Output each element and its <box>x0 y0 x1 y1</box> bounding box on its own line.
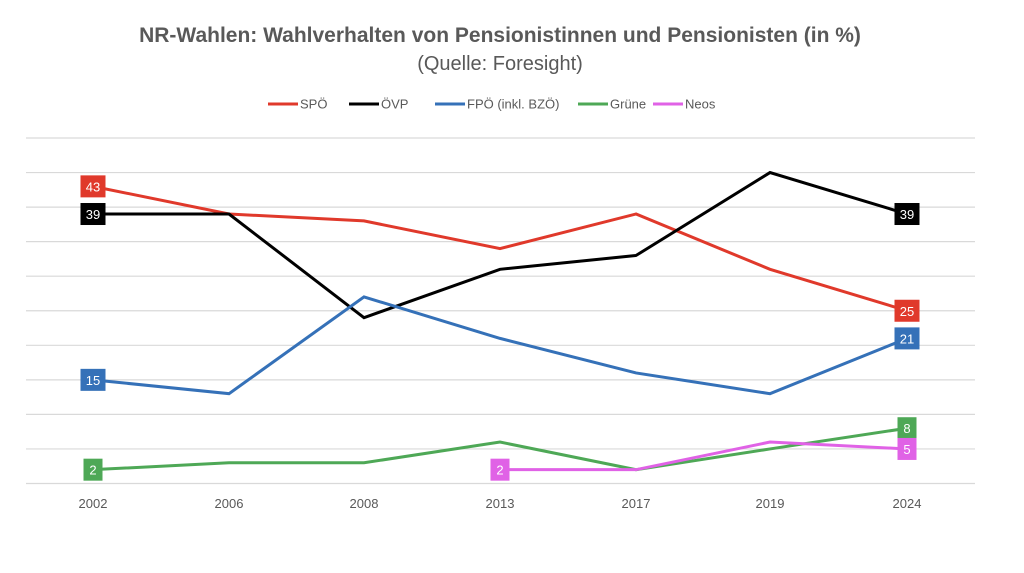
data-label-text: 8 <box>903 421 910 436</box>
data-label-text: 39 <box>900 207 914 222</box>
data-label-text: 25 <box>900 304 914 319</box>
data-label-text: 2 <box>496 463 503 478</box>
legend-label: SPÖ <box>300 97 327 112</box>
legend: SPÖ ÖVP FPÖ (inkl. BZÖ) Grüne Neos <box>268 97 716 112</box>
series-line-2 <box>92 295 908 396</box>
data-label: 2 <box>490 458 510 481</box>
legend-item: FPÖ (inkl. BZÖ) <box>435 97 559 112</box>
legend-item: Grüne <box>578 97 646 112</box>
chart-title: NR-Wahlen: Wahlverhalten von Pensionisti… <box>139 24 861 47</box>
data-label-box <box>80 203 106 226</box>
series-lines <box>92 170 908 472</box>
legend-label: FPÖ (inkl. BZÖ) <box>467 97 559 112</box>
series-line-4 <box>500 440 908 472</box>
chart-subtitle: (Quelle: Foresight) <box>417 53 583 75</box>
x-tick-label: 2002 <box>79 496 108 511</box>
x-tick-label: 2024 <box>893 496 922 511</box>
data-label-box <box>894 299 920 322</box>
data-label: 5 <box>897 437 917 460</box>
data-label: 2 <box>83 458 103 481</box>
x-tick-label: 2008 <box>350 496 379 511</box>
x-tick-label: 2013 <box>486 496 515 511</box>
series-line-0 <box>92 184 908 313</box>
legend-item: Neos <box>653 97 716 112</box>
data-label-text: 21 <box>900 331 914 346</box>
x-tick-label: 2017 <box>622 496 651 511</box>
x-axis-ticks: 2002 2006 2008 2013 2017 2019 2024 <box>79 496 922 511</box>
data-label: 21 <box>894 327 920 350</box>
gridlines <box>26 137 975 485</box>
data-label-box <box>897 417 917 440</box>
data-label-box <box>83 458 103 481</box>
legend-item: SPÖ <box>268 97 327 112</box>
data-label: 25 <box>894 299 920 322</box>
data-label-box <box>80 175 106 198</box>
legend-item: ÖVP <box>349 97 408 112</box>
legend-label: ÖVP <box>381 97 408 112</box>
data-label-text: 39 <box>86 207 100 222</box>
data-label-box <box>490 458 510 481</box>
data-label-box <box>897 437 917 460</box>
data-label-box <box>894 203 920 226</box>
data-label-text: 2 <box>89 463 96 478</box>
data-label: 39 <box>894 203 920 226</box>
legend-label: Grüne <box>610 97 646 112</box>
series-line-1 <box>93 170 908 320</box>
series-line-3 <box>92 426 908 472</box>
x-tick-label: 2019 <box>756 496 785 511</box>
legend-label: Neos <box>685 97 716 112</box>
data-label: 15 <box>80 368 106 391</box>
data-label-text: 5 <box>903 442 910 457</box>
data-label-text: 43 <box>86 179 100 194</box>
data-label-box <box>80 368 106 391</box>
data-label-box <box>894 327 920 350</box>
x-tick-label: 2006 <box>215 496 244 511</box>
data-label-text: 15 <box>86 373 100 388</box>
data-label: 8 <box>897 417 917 440</box>
data-label: 39 <box>80 203 106 226</box>
data-label: 43 <box>80 175 106 198</box>
